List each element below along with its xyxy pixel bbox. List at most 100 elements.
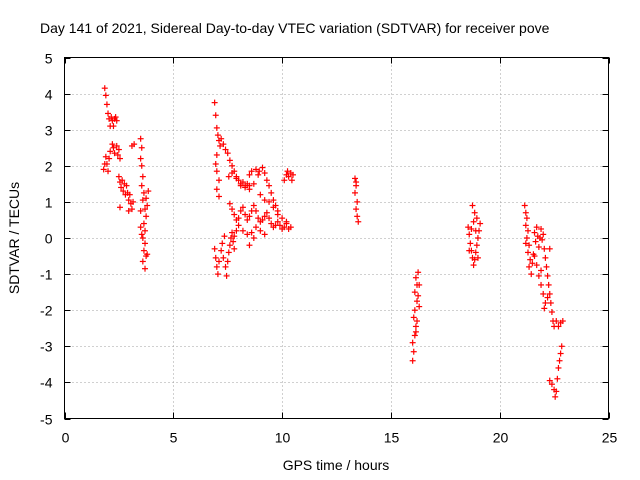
data-point: [270, 204, 277, 211]
data-point: [137, 155, 144, 162]
data-point: [229, 162, 236, 169]
data-point: [214, 271, 221, 278]
data-point: [212, 112, 219, 119]
tick-labels: 0 5 10 15 20 25 -5 -4 -3 -2 -1 0 1 2 3 4 5: [40, 51, 617, 446]
data-point: [123, 182, 130, 189]
data-point: [409, 339, 416, 346]
data-point: [538, 225, 545, 232]
y-tick-label: 1: [45, 195, 53, 211]
data-point: [142, 206, 149, 213]
data-point: [215, 258, 222, 265]
data-point: [523, 235, 530, 241]
data-point: [215, 193, 222, 200]
data-point: [235, 222, 242, 229]
data-point: [354, 213, 361, 220]
data-point: [522, 222, 529, 229]
x-tick-label: 0: [62, 430, 70, 446]
data-point: [255, 171, 262, 178]
data-point: [211, 245, 218, 252]
data-point: [285, 173, 292, 180]
data-point: [107, 148, 114, 155]
data-point: [246, 171, 253, 178]
data-point: [268, 220, 275, 227]
data-point: [470, 262, 477, 269]
data-point: [115, 173, 122, 180]
data-point: [219, 240, 226, 247]
data-point: [213, 186, 220, 193]
x-tick-label: 5: [170, 430, 178, 446]
data-point: [113, 117, 120, 124]
data-point: [229, 170, 236, 177]
data-point: [270, 197, 277, 204]
data-point: [274, 218, 281, 225]
data-point: [224, 150, 231, 157]
data-point: [130, 198, 137, 205]
data-point: [110, 123, 117, 130]
data-point: [528, 271, 535, 278]
data-point: [229, 229, 236, 236]
data-point: [225, 173, 232, 180]
data-point: [259, 164, 266, 171]
data-point: [546, 245, 553, 252]
data-point: [139, 258, 146, 265]
data-point: [539, 236, 546, 243]
data-point: [103, 160, 110, 167]
data-point: [229, 206, 236, 213]
data-point: [410, 348, 417, 355]
data-point: [531, 229, 538, 236]
data-point: [548, 381, 555, 388]
data-point: [524, 227, 531, 234]
data-point: [212, 160, 219, 167]
data-point: [535, 244, 542, 251]
data-point: [531, 253, 538, 260]
data-point: [140, 220, 147, 227]
data-point: [559, 318, 566, 325]
data-point: [115, 146, 122, 153]
data-point: [468, 225, 475, 232]
data-point: [467, 240, 474, 247]
data-point: [138, 144, 145, 151]
y-tick-label: 2: [45, 159, 53, 175]
data-point: [540, 231, 547, 238]
data-point: [233, 175, 240, 182]
data-point: [556, 357, 563, 364]
data-point: [212, 254, 219, 261]
data-point: [230, 238, 237, 245]
data-point: [218, 247, 225, 254]
data-point: [554, 375, 561, 382]
data-point: [526, 242, 533, 249]
data-point: [524, 249, 531, 256]
data-point: [527, 256, 534, 263]
data-point: [250, 180, 257, 187]
data-point: [472, 249, 479, 256]
data-point: [414, 318, 421, 325]
data-point: [215, 177, 222, 184]
data-point: [140, 247, 147, 254]
data-point: [101, 85, 108, 92]
data-point: [410, 314, 417, 321]
data-point: [526, 263, 533, 270]
data-point: [546, 377, 553, 384]
data-point: [547, 299, 554, 306]
data-point: [529, 260, 536, 267]
data-point: [276, 222, 283, 229]
data-point: [546, 290, 553, 297]
data-point: [213, 168, 220, 175]
data-point: [217, 142, 224, 149]
data-point: [239, 204, 246, 211]
data-point: [470, 218, 477, 225]
data-point: [555, 323, 562, 330]
data-point: [220, 254, 227, 261]
data-point: [125, 197, 132, 204]
data-point: [555, 364, 562, 371]
data-point: [231, 211, 238, 218]
data-point: [244, 231, 251, 238]
data-point: [416, 303, 423, 310]
data-point: [226, 242, 233, 249]
data-point: [261, 170, 268, 177]
data-point: [535, 272, 542, 279]
data-point: [353, 206, 360, 213]
data-series: [100, 85, 566, 400]
data-point: [139, 173, 146, 180]
